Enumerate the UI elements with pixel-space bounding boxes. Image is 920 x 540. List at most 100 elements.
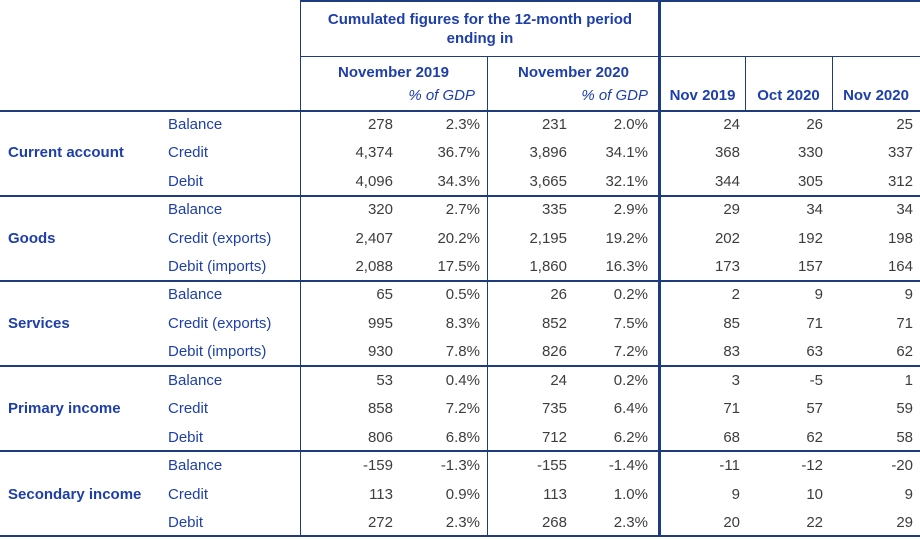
value-cell: 29 <box>723 201 740 219</box>
section-label: Secondary income <box>8 485 142 503</box>
cumulated-period-header: Cumulated figures for the 12-month perio… <box>327 11 633 47</box>
grid-line-sec3 <box>0 365 920 367</box>
value-cell: 3,896 <box>529 144 567 162</box>
value-cell: -12 <box>801 457 823 475</box>
value-cell: 24 <box>550 371 567 389</box>
value-cell: 8.3% <box>445 314 480 332</box>
value-cell: 278 <box>367 115 393 133</box>
value-cell: 34.3% <box>437 172 480 190</box>
value-cell: 2.3% <box>445 115 480 133</box>
subheader-pct-gdp-2019: % of GDP <box>408 86 475 104</box>
value-cell: 735 <box>541 400 567 418</box>
value-cell: 7.5% <box>613 314 648 332</box>
value-cell: 34.1% <box>605 144 648 162</box>
section-label: Goods <box>8 229 56 247</box>
row-label: Debit <box>168 428 204 446</box>
value-cell: 337 <box>887 144 913 162</box>
value-cell: 173 <box>714 257 740 275</box>
table-body: Balance 278 2.3% 231 2.0% 24 26 25 Current accou… <box>0 110 920 537</box>
value-cell: 58 <box>896 428 913 446</box>
value-cell: 85 <box>723 314 740 332</box>
value-cell: 0.2% <box>613 371 648 389</box>
value-cell: 9 <box>814 286 823 304</box>
value-cell: 2,088 <box>355 257 393 275</box>
value-cell: -155 <box>536 457 567 475</box>
value-cell: 9 <box>731 485 740 503</box>
value-cell: 7.2% <box>613 343 648 361</box>
value-cell: 26 <box>806 115 823 133</box>
grid-line-v-month2 <box>832 56 833 112</box>
column-header-november-2019: November 2019 <box>338 63 449 81</box>
value-cell: 26 <box>550 286 567 304</box>
value-cell: 9 <box>904 485 913 503</box>
value-cell: 164 <box>887 257 913 275</box>
value-cell: 198 <box>887 229 913 247</box>
value-cell: 25 <box>896 115 913 133</box>
value-cell: 6.4% <box>613 400 648 418</box>
section-label <box>0 281 165 309</box>
value-cell: 712 <box>541 428 567 446</box>
section-label: Current account <box>8 144 124 162</box>
value-cell: 19.2% <box>605 229 648 247</box>
value-cell: 0.4% <box>445 371 480 389</box>
value-cell: 62 <box>806 428 823 446</box>
grid-line-sec2 <box>0 280 920 282</box>
value-cell: 202 <box>714 229 740 247</box>
value-cell: 192 <box>797 229 823 247</box>
value-cell: 4,096 <box>355 172 393 190</box>
value-cell: 1,860 <box>529 257 567 275</box>
grid-line-bottom <box>0 535 920 537</box>
value-cell: 368 <box>714 144 740 162</box>
value-cell: 826 <box>541 343 567 361</box>
row-label: Credit <box>168 400 209 418</box>
value-cell: -1.3% <box>440 457 480 475</box>
row-label: Credit (exports) <box>168 314 272 332</box>
subheader-pct-gdp-2020: % of GDP <box>581 86 648 104</box>
value-cell: 34 <box>896 201 913 219</box>
value-cell: 0.5% <box>445 286 480 304</box>
value-cell: 272 <box>367 514 393 532</box>
section-label: Primary income <box>8 400 121 418</box>
value-cell: -11 <box>719 457 740 475</box>
value-cell: 113 <box>543 485 567 503</box>
value-cell: 858 <box>367 400 393 418</box>
section-label <box>0 167 165 195</box>
value-cell: 268 <box>541 514 567 532</box>
section-label <box>0 508 165 536</box>
column-header-november-2020: November 2020 <box>518 63 629 81</box>
value-cell: 2 <box>731 286 740 304</box>
value-cell: -20 <box>891 457 913 475</box>
value-cell: 59 <box>896 400 913 418</box>
value-cell: 20.2% <box>437 229 480 247</box>
value-cell: 0.9% <box>445 485 480 503</box>
value-cell: 71 <box>723 400 740 418</box>
value-cell: 3 <box>731 371 740 389</box>
section-label: Services <box>8 314 70 332</box>
grid-line-v-periods <box>487 56 488 537</box>
section-label <box>0 423 165 451</box>
value-cell: 9 <box>904 286 913 304</box>
value-cell: 16.3% <box>605 257 648 275</box>
value-cell: 20 <box>723 514 740 532</box>
value-cell: 34 <box>806 201 823 219</box>
grid-line-header-bottom <box>0 110 920 112</box>
value-cell: 10 <box>806 485 823 503</box>
value-cell: 68 <box>723 428 740 446</box>
value-cell: 312 <box>887 172 913 190</box>
value-cell: -159 <box>362 457 393 475</box>
value-cell: 17.5% <box>437 257 480 275</box>
value-cell: 0.2% <box>613 286 648 304</box>
value-cell: 1.0% <box>613 485 648 503</box>
row-label: Balance <box>168 115 223 133</box>
row-label: Balance <box>168 371 223 389</box>
column-header-nov-2019-month: Nov 2019 <box>669 87 736 104</box>
section-label <box>0 252 165 280</box>
grid-line-under-cum <box>300 56 920 57</box>
value-cell: 65 <box>376 286 393 304</box>
value-cell: 2.9% <box>613 201 648 219</box>
grid-line-v-thick <box>658 0 661 537</box>
value-cell: 231 <box>541 115 567 133</box>
row-label: Debit (imports) <box>168 257 267 275</box>
value-cell: 57 <box>806 400 823 418</box>
value-cell: 2.7% <box>445 201 480 219</box>
